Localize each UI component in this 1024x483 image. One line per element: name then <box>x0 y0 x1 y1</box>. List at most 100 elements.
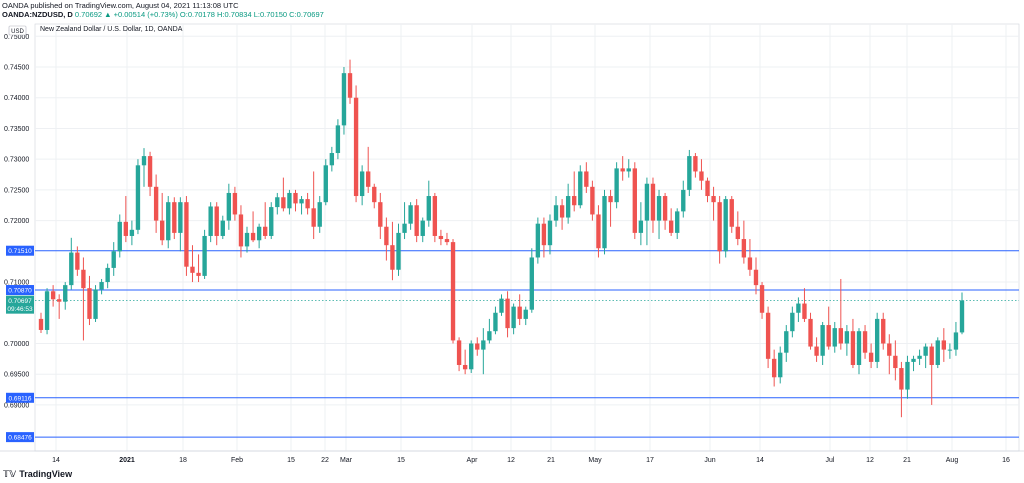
candle-body <box>44 291 50 330</box>
candle-body <box>741 239 747 258</box>
candle-body <box>160 220 165 241</box>
x-tick-label: 21 <box>903 457 911 464</box>
candle-body <box>123 221 129 236</box>
candle-body <box>135 165 141 230</box>
symbol-label: OANDA:NZDUSD, D <box>2 10 75 19</box>
candle-body <box>687 156 692 190</box>
candle-body <box>426 196 431 221</box>
currency-box <box>8 25 27 36</box>
candle-body <box>747 257 753 270</box>
x-tick-label: 18 <box>179 457 187 464</box>
candle-body <box>147 156 153 187</box>
candle-body <box>838 328 843 344</box>
candle-body <box>220 220 225 236</box>
x-tick-label: 12 <box>866 457 874 464</box>
candle-body <box>390 245 395 270</box>
x-tick-label: 16 <box>1002 457 1010 464</box>
candle-body <box>366 171 371 187</box>
candle-body <box>802 303 807 319</box>
candle-body <box>523 309 528 319</box>
candle-body <box>584 171 589 187</box>
candle-body <box>917 355 922 359</box>
candle-body <box>456 340 462 365</box>
candle-body <box>87 288 92 319</box>
candle-body <box>56 299 62 302</box>
candle-body <box>541 223 547 246</box>
candle-body <box>172 202 177 233</box>
y-tick-label: 0.72500 <box>4 187 29 194</box>
x-tick-label: 14 <box>756 457 764 464</box>
candle-body <box>353 97 359 197</box>
candle-body <box>329 153 335 166</box>
candle-body <box>874 318 880 362</box>
candle-body <box>778 352 783 378</box>
candle-body <box>723 199 728 252</box>
candle-body <box>899 368 904 390</box>
candle-body <box>850 331 856 365</box>
candle-body <box>559 205 565 218</box>
candle-body <box>614 168 619 203</box>
x-tick-label: May <box>588 457 602 464</box>
candle-body <box>881 318 886 344</box>
candle-body <box>505 298 510 329</box>
candle-body <box>105 267 110 283</box>
candle-body <box>959 300 965 333</box>
candle-body <box>69 252 74 286</box>
candle-body <box>620 168 625 172</box>
candle-body <box>232 192 238 215</box>
candle-body <box>887 343 892 356</box>
candle-body <box>317 202 322 227</box>
candle-body <box>299 199 304 204</box>
x-tick-label: 17 <box>646 457 654 464</box>
candle-body <box>244 232 250 247</box>
candle-body <box>117 221 122 252</box>
candle-body <box>408 205 413 224</box>
x-tick-label: 21 <box>547 457 555 464</box>
candle-body <box>202 235 207 276</box>
candle-body <box>93 289 98 319</box>
candle-body <box>856 331 862 365</box>
candle-body <box>826 325 831 347</box>
candle-body <box>432 196 438 236</box>
candle-body <box>50 291 56 300</box>
x-tick-label: 15 <box>287 457 295 464</box>
candle-body <box>396 232 401 270</box>
candle-body <box>81 269 86 289</box>
countdown-label: 09:46:53 <box>7 306 33 313</box>
candle-body <box>420 220 425 236</box>
candle-body <box>293 192 298 204</box>
candle-body <box>608 196 613 203</box>
level-label: 0.68476 <box>8 435 32 442</box>
level-label-box <box>6 285 34 296</box>
candle-body <box>517 306 522 319</box>
candle-body <box>141 156 147 166</box>
candle-body <box>462 364 468 370</box>
level-label: 0.71510 <box>8 248 32 255</box>
last-price-label: 0.70697 <box>8 298 32 305</box>
candle-body <box>335 125 341 154</box>
candle-body <box>590 186 595 215</box>
candle-body <box>765 312 771 359</box>
level-label-box <box>6 245 34 256</box>
candle-body <box>450 242 456 341</box>
candle-body <box>359 171 365 197</box>
candle-body <box>372 186 377 203</box>
candle-body <box>347 73 353 98</box>
candle-body <box>535 223 541 258</box>
x-tick-label: 22 <box>321 457 329 464</box>
x-tick-label: 2021 <box>119 457 135 464</box>
candle-body <box>893 355 898 369</box>
candle-body <box>190 266 195 273</box>
candle-body <box>699 171 704 181</box>
candle-body <box>553 205 559 221</box>
candle-body <box>323 165 328 203</box>
x-tick-label: 14 <box>52 457 60 464</box>
candle-body <box>905 361 910 390</box>
candle-body <box>796 303 801 313</box>
candle-body <box>656 196 662 221</box>
y-tick-label: 0.71000 <box>4 280 29 287</box>
candle-body <box>953 332 959 350</box>
candle-body <box>250 232 256 241</box>
candle-body <box>469 343 474 370</box>
